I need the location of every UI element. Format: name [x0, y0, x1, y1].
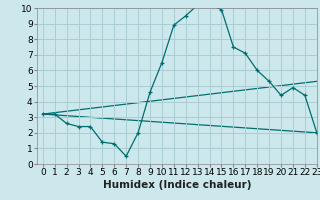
X-axis label: Humidex (Indice chaleur): Humidex (Indice chaleur)	[102, 180, 251, 190]
